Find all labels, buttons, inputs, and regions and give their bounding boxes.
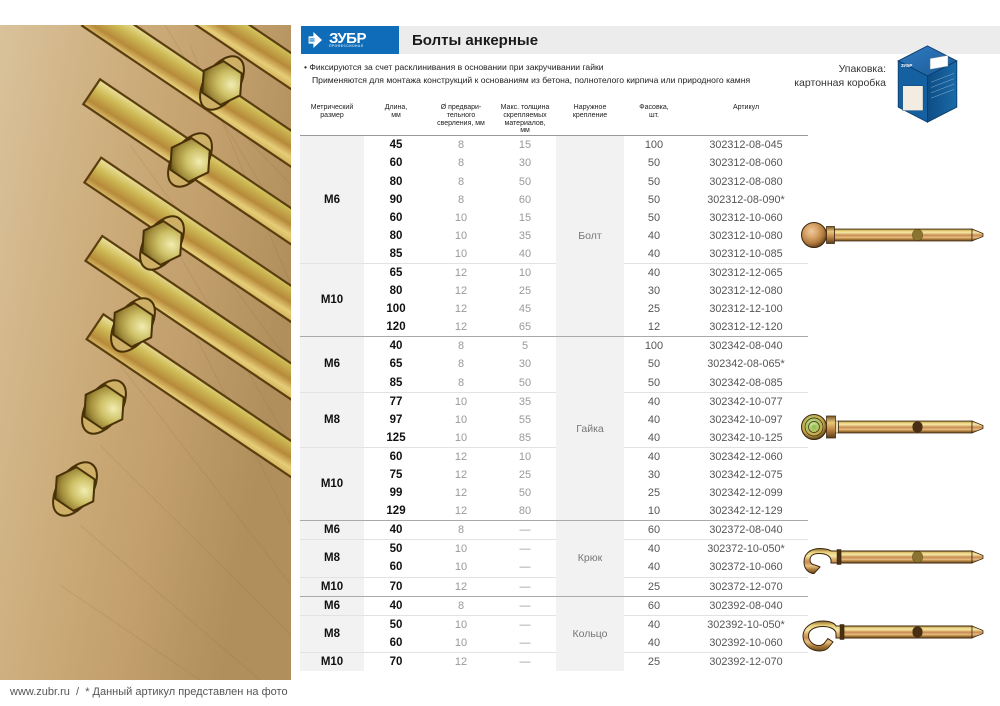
svg-text:ЗУБР: ЗУБР bbox=[901, 63, 913, 68]
